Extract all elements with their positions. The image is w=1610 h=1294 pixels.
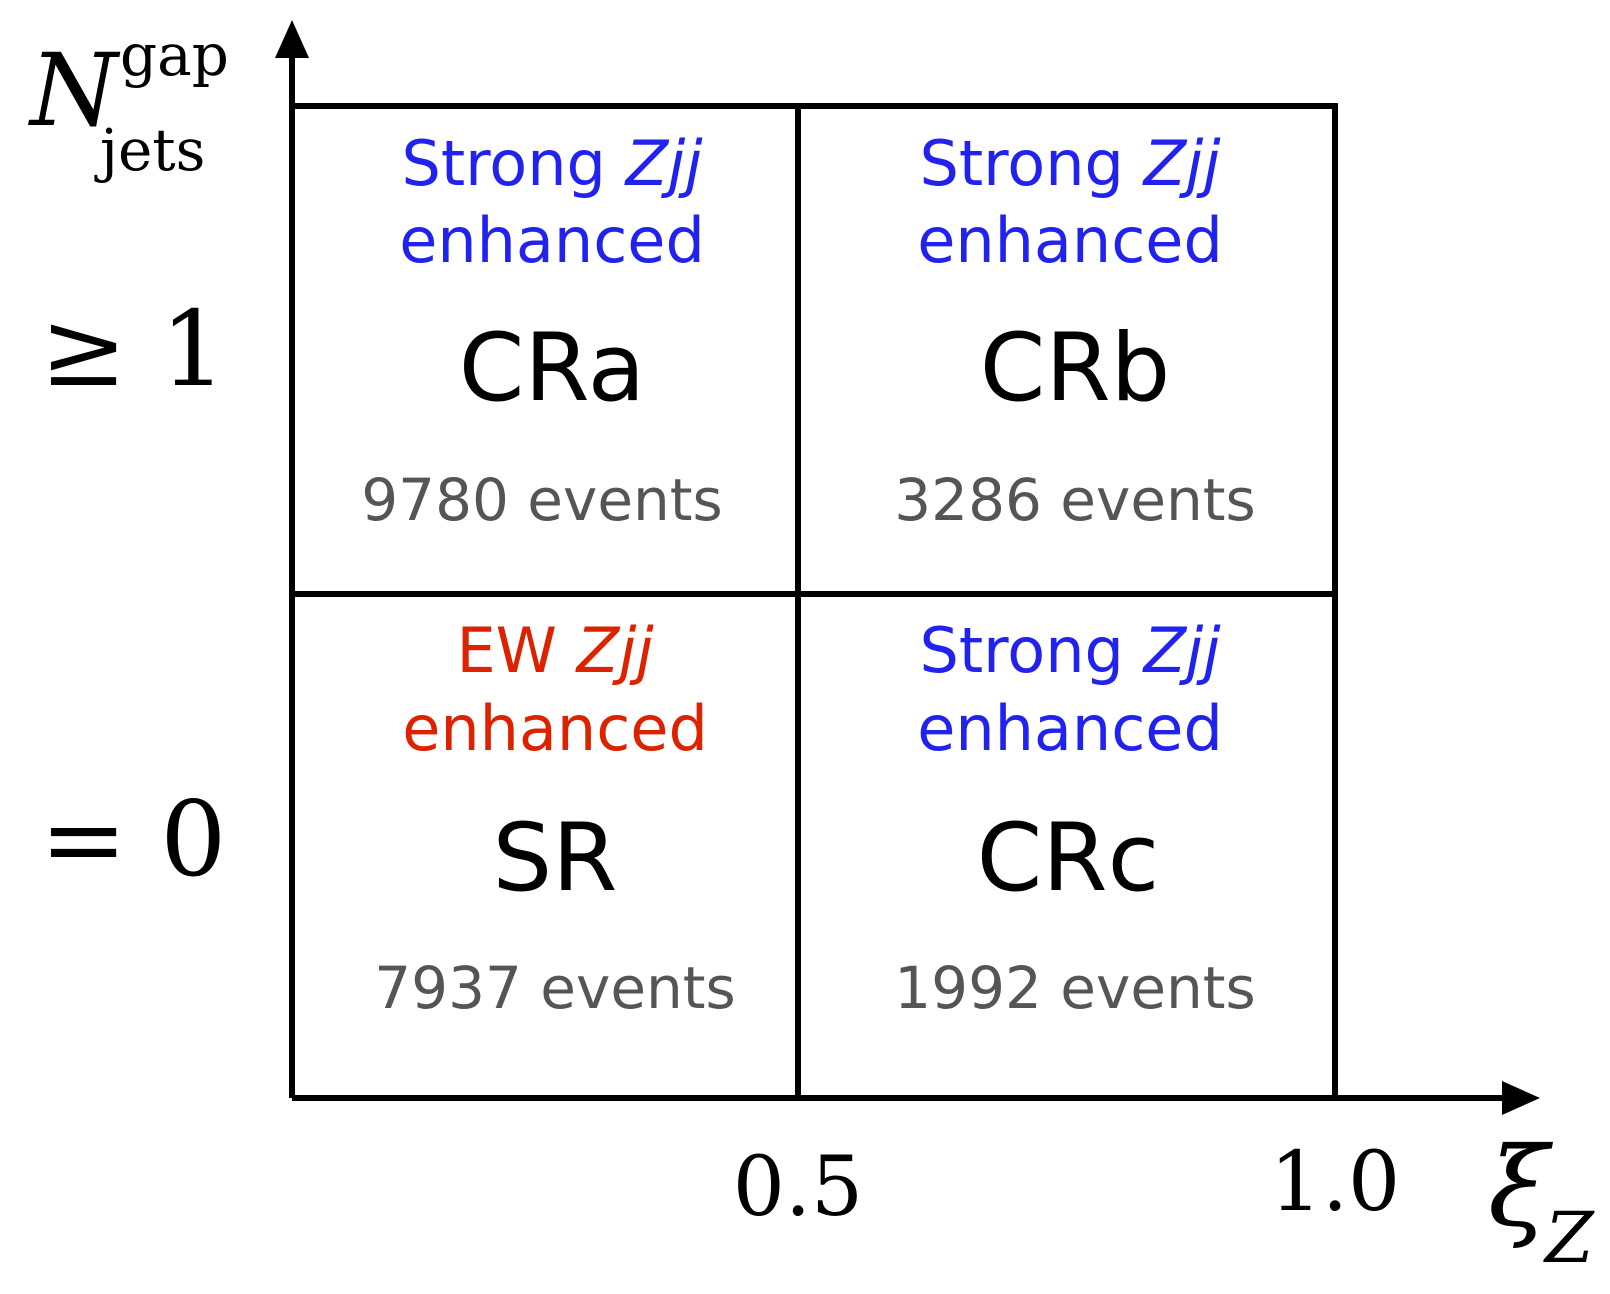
region-process-line1: Strong Zjj — [919, 127, 1221, 200]
region-name: SR — [493, 804, 618, 913]
region-crc: Strong Zjj enhanced CRc 1992 events — [894, 614, 1255, 1022]
y-axis-arrowhead — [275, 20, 309, 58]
region-process-line2: enhanced — [402, 692, 708, 765]
row-label-top: ≥ 1 — [40, 288, 226, 410]
region-event-count: 7937 events — [374, 954, 735, 1022]
region-process-line2: enhanced — [399, 204, 705, 277]
x-tick-1-0: 1.0 — [1270, 1135, 1400, 1230]
x-axis-label-main: ξ — [1488, 1123, 1554, 1251]
region-process-line1: EW Zjj — [456, 614, 654, 687]
region-event-count: 3286 events — [894, 466, 1255, 534]
region-name: CRa — [459, 314, 646, 423]
region-event-count: 1992 events — [894, 954, 1255, 1022]
region-process-line2: enhanced — [917, 204, 1223, 277]
region-cra: Strong Zjj enhanced CRa 9780 events — [361, 127, 722, 534]
y-axis-label-sup: gap — [120, 21, 229, 89]
region-process-line2: enhanced — [917, 692, 1223, 765]
region-name: CRc — [977, 804, 1160, 913]
region-event-count: 9780 events — [361, 466, 722, 534]
x-axis-label-sub: Z — [1543, 1197, 1595, 1279]
y-axis-label-main: N — [28, 32, 121, 149]
row-label-bottom: = 0 — [40, 778, 226, 900]
x-tick-0-5: 0.5 — [733, 1140, 863, 1235]
region-crb: Strong Zjj enhanced CRb 3286 events — [894, 127, 1255, 534]
x-axis-arrowhead — [1502, 1081, 1540, 1115]
region-process-line1: Strong Zjj — [919, 614, 1221, 687]
region-process-line1: Strong Zjj — [401, 127, 703, 200]
region-name: CRb — [980, 314, 1171, 423]
y-axis-label-sub: jets — [94, 116, 205, 184]
region-sr: EW Zjj enhanced SR 7937 events — [374, 614, 735, 1022]
